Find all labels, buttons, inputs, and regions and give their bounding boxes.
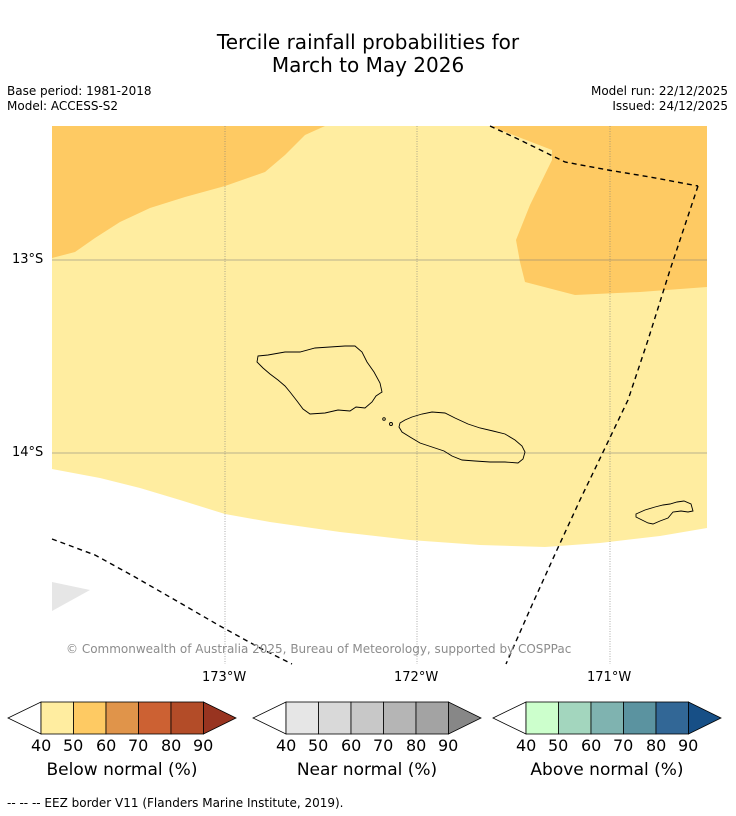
model-run: Model run: 22/12/2025 [590, 84, 728, 98]
meta-left: Base period: 1981-2018 Model: ACCESS-S2 [7, 84, 152, 114]
eez-borders [51, 125, 699, 665]
tick-label: 80 [646, 736, 667, 755]
gridlines [52, 126, 707, 664]
model-name: Model: ACCESS-S2 [7, 99, 119, 113]
tick-label: 90 [193, 736, 214, 755]
colorbar-below-seg-1 [40, 701, 74, 735]
eez-border-east [505, 185, 699, 665]
colorbar-below-overflow [203, 701, 237, 735]
colorbar-above-underflow [492, 701, 527, 735]
tick-label: 60 [96, 736, 117, 755]
issued-date: Issued: 24/12/2025 [612, 99, 728, 113]
tick-label: 60 [341, 736, 362, 755]
island-apolima [382, 417, 386, 421]
colorbar-near-seg-3 [350, 701, 384, 735]
island-tutuila [635, 500, 694, 525]
lat-label-13s: 13°S [12, 252, 44, 267]
tick-label: 70 [613, 736, 634, 755]
colorbar-below-underflow [7, 701, 42, 735]
colorbar-above-seg-2 [558, 701, 592, 735]
tick-label: 80 [161, 736, 182, 755]
eez-footnote: -- -- -- EEZ border V11 (Flanders Marine… [7, 796, 344, 810]
tick-label: 50 [548, 736, 569, 755]
colorbar-above-normal [492, 701, 722, 735]
tick-label: 50 [308, 736, 329, 755]
islands [256, 345, 694, 525]
colorbar-below-seg-5 [170, 701, 204, 735]
island-savaii [256, 345, 383, 415]
colorbar-near-title: Near normal (%) [296, 760, 438, 780]
tick-label: 90 [678, 736, 699, 755]
title-line-2: March to May 2026 [271, 53, 465, 77]
meta-right: Model run: 22/12/2025 Issued: 24/12/2025 [591, 84, 728, 114]
colorbar-above-seg-4 [623, 701, 657, 735]
colorbar-above-title: Above normal (%) [530, 760, 684, 780]
tick-label: 40 [516, 736, 537, 755]
tick-label: 70 [373, 736, 394, 755]
tick-label: 40 [31, 736, 52, 755]
region-below-50-60-nw [52, 126, 325, 258]
colorbar-below-normal [7, 701, 237, 735]
chart-title: Tercile rainfall probabilities for March… [0, 31, 736, 77]
title-line-1: Tercile rainfall probabilities for [216, 30, 520, 54]
island-manono [389, 422, 393, 426]
island-upolu [398, 411, 526, 464]
colorbar-near-seg-2 [318, 701, 352, 735]
lon-label-172w: 172°W [394, 670, 439, 685]
colorbar-near-seg-1 [285, 701, 319, 735]
colorbar-above-seg-1 [525, 701, 559, 735]
colorbar-near-seg-4 [383, 701, 417, 735]
eez-border-southwest [51, 538, 293, 665]
colorbar-near-normal [252, 701, 482, 735]
tick-label: 50 [63, 736, 84, 755]
lat-label-14s: 14°S [12, 445, 44, 460]
colorbar-below-seg-4 [138, 701, 172, 735]
base-period: Base period: 1981-2018 [7, 84, 152, 98]
colorbar-above-seg-3 [590, 701, 624, 735]
colorbar-above-seg-5 [655, 701, 689, 735]
lon-label-171w: 171°W [587, 670, 632, 685]
colorbar-near-seg-5 [415, 701, 449, 735]
tick-label: 60 [581, 736, 602, 755]
region-near-40-50 [52, 582, 90, 611]
colorbar-below-seg-2 [73, 701, 107, 735]
lon-label-173w: 173°W [202, 670, 247, 685]
tick-label: 90 [438, 736, 459, 755]
region-below-50-60-ne [490, 126, 707, 295]
colorbar-near-overflow [448, 701, 482, 735]
eez-border-north [489, 125, 699, 187]
colorbar-above-overflow [688, 701, 722, 735]
tick-label: 80 [406, 736, 427, 755]
colorbar-below-seg-3 [105, 701, 139, 735]
colorbar-below-title: Below normal (%) [46, 760, 198, 780]
copyright-text: © Commonwealth of Australia 2025, Bureau… [66, 642, 571, 656]
tick-label: 40 [276, 736, 297, 755]
tick-label: 70 [128, 736, 149, 755]
colorbar-near-underflow [252, 701, 287, 735]
